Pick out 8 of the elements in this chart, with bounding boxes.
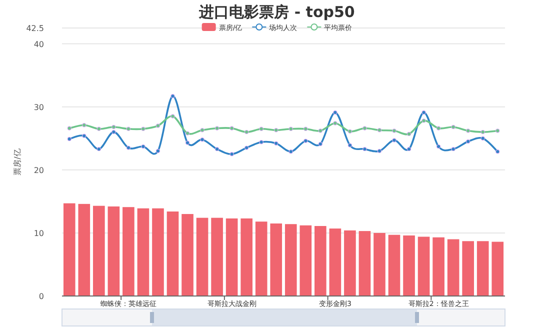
- y-tick-label: 40: [34, 40, 44, 49]
- y-tick-label: 0: [38, 292, 44, 301]
- y-tick-label: 10: [34, 228, 44, 238]
- y-tick-label: 42.5: [26, 24, 44, 33]
- y-tick-label: 30: [34, 102, 44, 112]
- y-axis-title: 票房/亿: [13, 148, 22, 176]
- y-tick-label: 20: [34, 166, 44, 175]
- chart-title: 进口电影票房 - top50: [198, 3, 355, 21]
